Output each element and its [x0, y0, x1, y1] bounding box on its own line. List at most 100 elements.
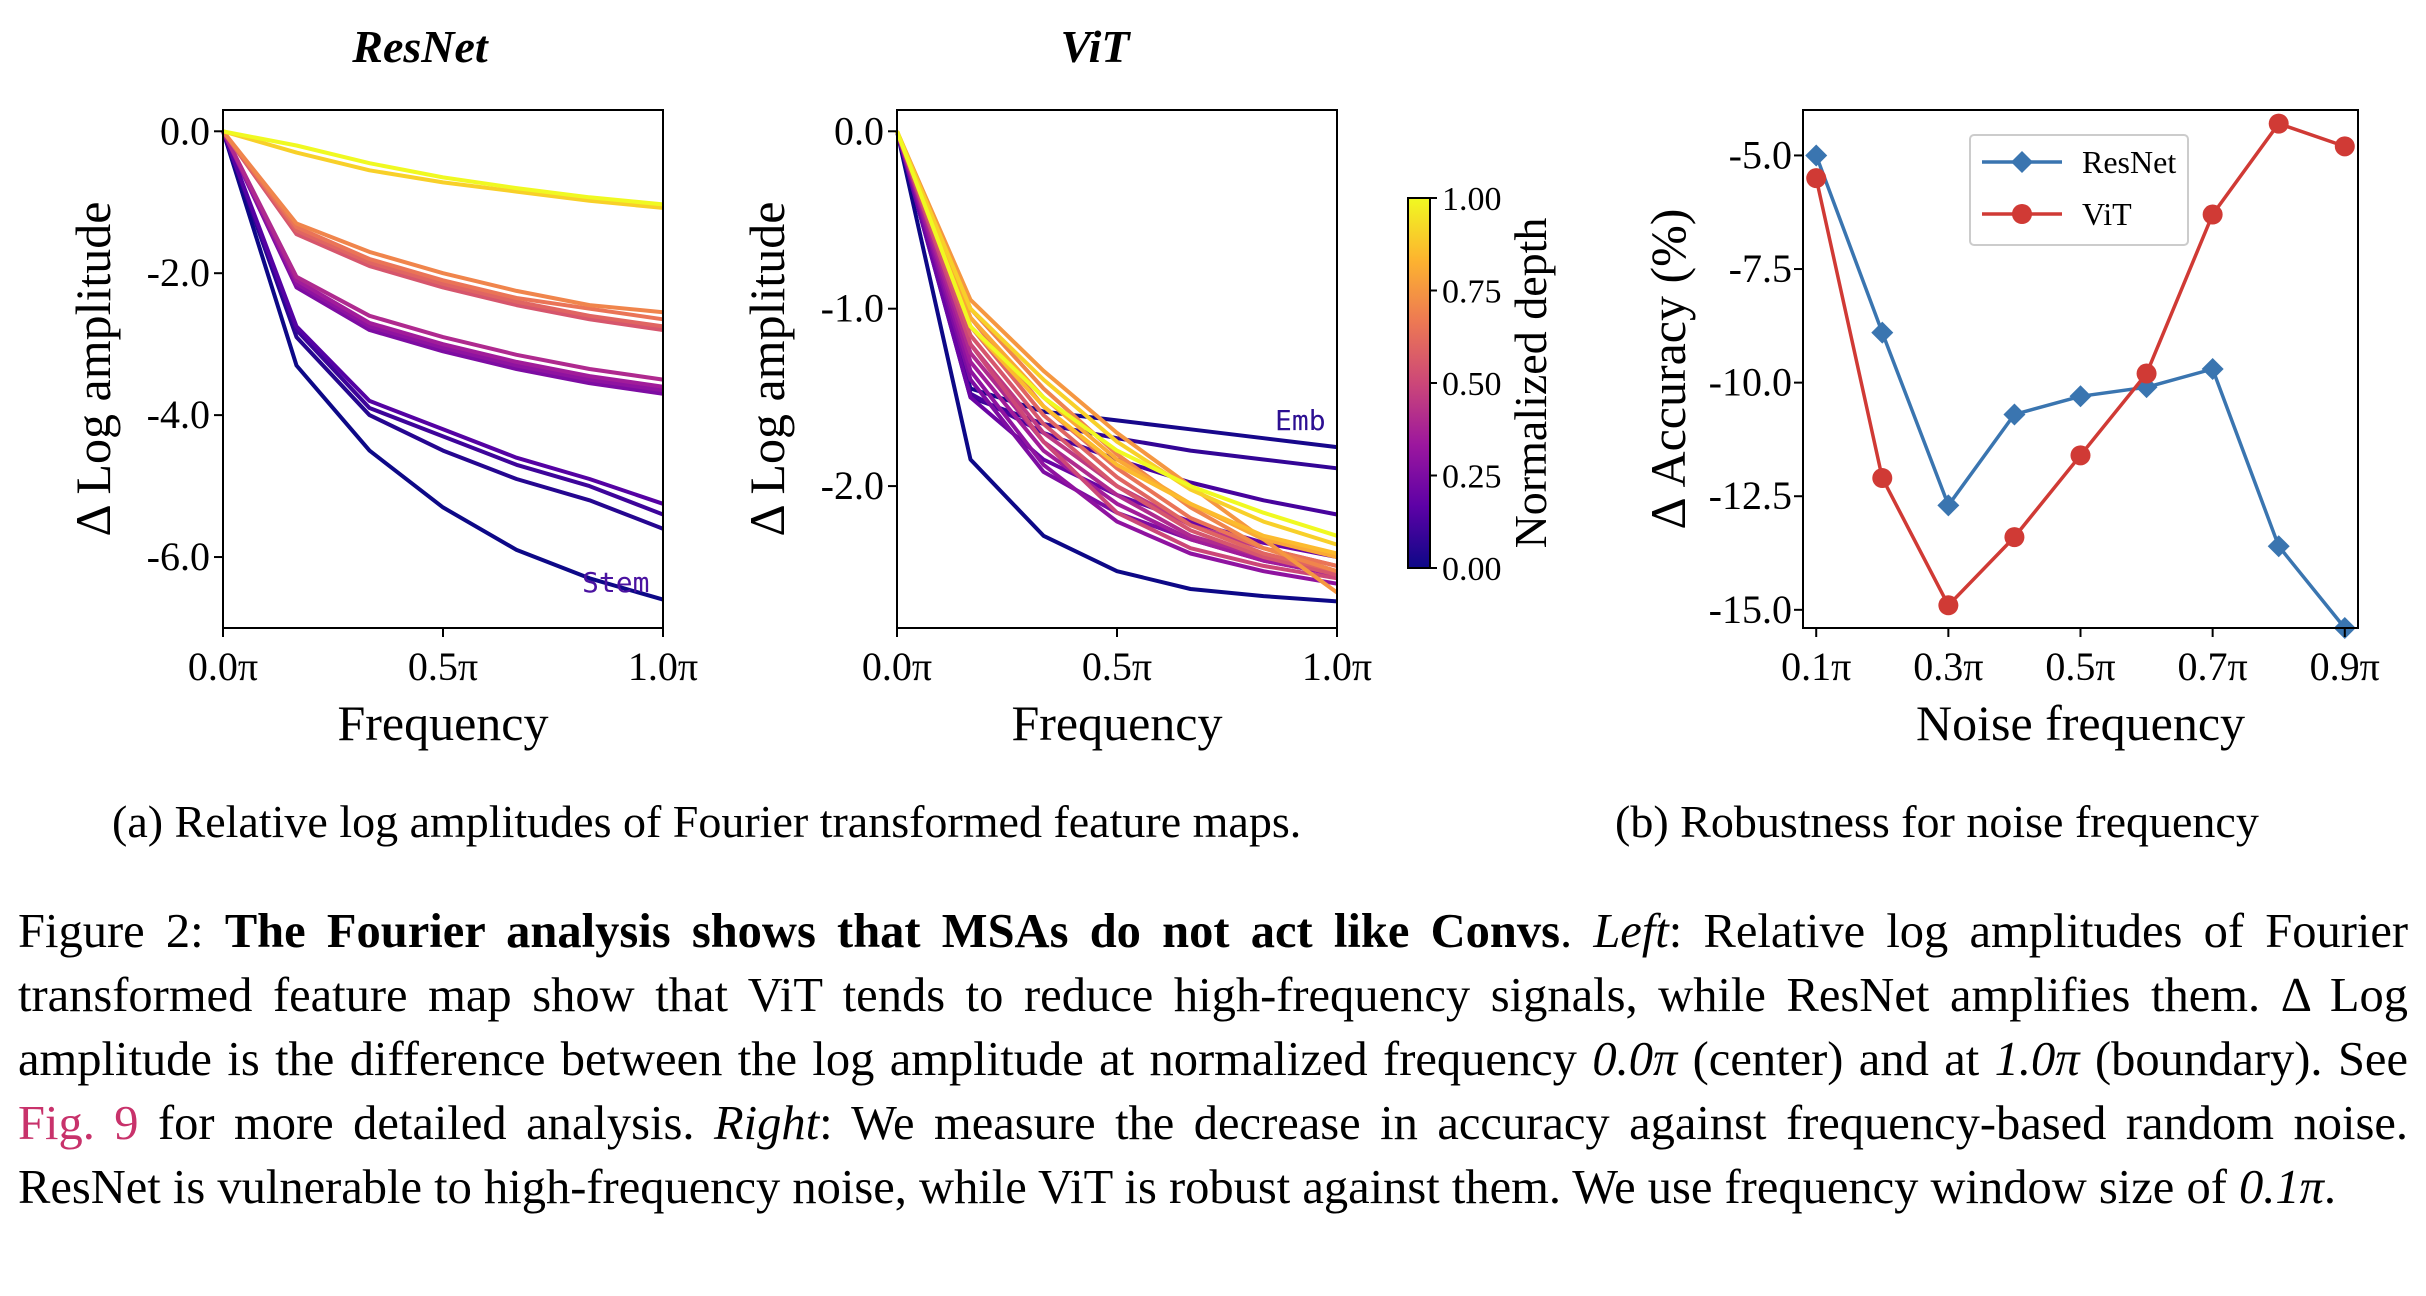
subcaption-a: (a) Relative log amplitudes of Fourier t…: [112, 796, 1302, 847]
x-tick-label: 1.0π: [628, 644, 698, 689]
data-point-vit: [1938, 595, 1959, 616]
x-axis-label: Frequency: [1011, 695, 1222, 751]
data-point-resnet: [1805, 144, 1828, 167]
data-point-vit: [2136, 363, 2157, 384]
x-axis-label: Noise frequency: [1916, 695, 2245, 751]
x-tick-label: 0.5π: [2045, 644, 2115, 689]
series-line-0: [221, 130, 664, 602]
x-tick-label: 0.5π: [408, 644, 478, 689]
y-tick-label: -5.0: [1729, 132, 1792, 177]
caption-text-1: : Relative log amplitudes of Fourier tra…: [18, 905, 2408, 1086]
legend-marker: [2011, 151, 2033, 173]
x-tick-label: 0.1π: [1781, 644, 1851, 689]
colorbar-label: Normalized depth: [1505, 218, 1556, 549]
y-tick-label: -12.5: [1709, 473, 1792, 518]
series-line-11: [895, 130, 1338, 577]
data-point-resnet: [1937, 494, 1960, 517]
caption-title: The Fourier analysis shows that MSAs do …: [224, 905, 1560, 958]
series-line-13: [222, 129, 664, 207]
series-line-4: [221, 130, 664, 396]
colorbar-tick-label: 1.00: [1442, 181, 1502, 218]
chart-panel-2: 0.0π 0.5π 1.0π 0.0 -1.0 -2.0 Frequency Δ Log am…: [739, 21, 1372, 751]
caption-freq-boundary: 1.0π: [1994, 1033, 2080, 1086]
series-line-10: [221, 130, 664, 322]
figure-caption: Figure 2: The Fourier analysis shows tha…: [18, 900, 2408, 1220]
figure: 0.0π 0.5π 1.0π 0.0 -2.0 -4.0 -6.0 Frequency Δ Lo…: [65, 21, 2380, 847]
series-line-6: [895, 130, 1338, 586]
y-tick-label: -2.0: [821, 463, 884, 508]
legend-marker: [2012, 204, 2032, 224]
fig9-link[interactable]: Fig. 9: [18, 1097, 139, 1150]
series-line-12: [222, 129, 664, 210]
colorbar-tick-label: 0.25: [1442, 459, 1502, 496]
x-tick-label: 0.0π: [188, 644, 258, 689]
data-point-resnet: [2069, 385, 2092, 408]
y-tick-label: -6.0: [147, 534, 210, 579]
data-point-vit: [2202, 204, 2223, 225]
chart-panel-1: 0.0π 0.5π 1.0π 0.0 -2.0 -4.0 -6.0 Frequency Δ Lo…: [65, 21, 698, 751]
x-tick-label: 0.7π: [2178, 644, 2248, 689]
series-line-11: [221, 130, 664, 315]
series-line-0: [895, 130, 1338, 604]
chart-panel-3: 0.1π 0.3π 0.5π 0.7π 0.9π -5.0 -7.5 -10.0 -12.5 -1…: [1640, 109, 2380, 751]
y-tick-label: -7.5: [1729, 246, 1792, 291]
colorbar-tick-label: 0.75: [1442, 274, 1502, 311]
x-tick-label: 0.3π: [1913, 644, 1983, 689]
y-tick-label: -10.0: [1709, 360, 1792, 405]
legend-label-vit: ViT: [2082, 196, 2132, 232]
data-point-vit: [2334, 136, 2355, 157]
chart-title: ViT: [1060, 21, 1131, 72]
caption-label: Figure 2:: [18, 905, 225, 958]
caption-sep: .: [1559, 905, 1594, 958]
caption-window: 0.1π: [2238, 1161, 2324, 1214]
colorbar-bar: [1407, 197, 1431, 569]
series-line-19: [895, 130, 1338, 538]
y-tick-label: -4.0: [147, 392, 210, 437]
caption-text-4: for more detailed analysis.: [138, 1097, 714, 1150]
series-line-5: [221, 130, 664, 393]
series-line-9: [221, 130, 664, 329]
series-line-7: [895, 130, 1338, 577]
stem-annotation: Stem: [582, 566, 649, 599]
series-line-6: [221, 130, 664, 389]
caption-left-label: Left: [1593, 905, 1669, 958]
series-line-10: [895, 130, 1338, 581]
x-tick-label: 0.0π: [862, 644, 932, 689]
colorbar-tick-label: 0.00: [1442, 551, 1502, 588]
y-axis-label: Δ Accuracy (%): [1640, 209, 1696, 530]
caption-text-2: (center) and at: [1677, 1033, 1995, 1086]
y-tick-label: 0.0: [160, 108, 210, 153]
x-tick-label: 0.5π: [1082, 644, 1152, 689]
series-line-3: [221, 130, 664, 506]
legend: ResNet ViT: [1969, 134, 2189, 246]
chart-title: ResNet: [351, 21, 489, 72]
colorbar-tick-label: 0.50: [1442, 366, 1502, 403]
y-tick-label: -15.0: [1709, 587, 1792, 632]
caption-right-label: Right: [713, 1097, 820, 1150]
caption-text-3: (boundary). See: [2079, 1033, 2408, 1086]
data-point-vit: [2070, 445, 2091, 466]
data-point-resnet: [1871, 321, 1894, 344]
y-axis-label: Δ Log amplitude: [65, 202, 121, 537]
y-tick-label: 0.0: [834, 108, 884, 153]
figure-plots: 0.0π 0.5π 1.0π 0.0 -2.0 -4.0 -6.0 Frequency Δ Lo…: [65, 21, 2380, 751]
series-line-7: [221, 130, 664, 382]
data-point-resnet: [2267, 535, 2290, 558]
subcaption-b: (b) Robustness for noise frequency: [1615, 796, 2259, 847]
x-tick-label: 0.9π: [2310, 644, 2380, 689]
series-line-8: [221, 130, 664, 332]
caption-freq-center: 0.0π: [1592, 1033, 1678, 1086]
series-line-2: [221, 130, 664, 517]
series-line-18: [895, 130, 1338, 547]
x-axis-label: Frequency: [337, 695, 548, 751]
legend-label-resnet: ResNet: [2082, 144, 2176, 180]
x-tick-label: 1.0π: [1302, 644, 1372, 689]
caption-text-6: .: [2323, 1161, 2337, 1214]
data-point-vit: [2004, 527, 2025, 548]
y-axis-label: Δ Log amplitude: [739, 202, 795, 537]
caption-text-5: : We measure the decrease in accuracy ag…: [18, 1097, 2408, 1214]
data-point-resnet: [2201, 358, 2224, 380]
data-point-vit: [2268, 113, 2289, 134]
emb-annotation: Emb: [1275, 404, 1326, 437]
